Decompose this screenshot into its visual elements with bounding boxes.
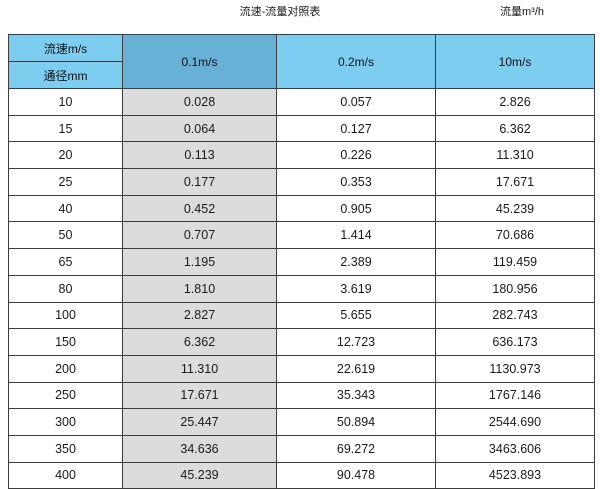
cell-flow-0.2ms: 0.353 <box>276 168 436 196</box>
cell-diameter: 15 <box>8 114 123 143</box>
cell-flow-0.2ms: 12.723 <box>276 328 436 356</box>
table-row: 80 1.810 3.619 180.956 <box>8 274 595 303</box>
column-header-2[interactable]: 10m/s <box>435 34 595 89</box>
cell-flow-0.1ms: 0.452 <box>122 194 277 223</box>
chart-title: 流速-流量对照表 <box>239 6 321 18</box>
cell-diameter: 250 <box>8 381 123 410</box>
cell-flow-0.1ms: 0.113 <box>122 141 277 170</box>
table-header-row-top: 流速m/s 0.1m/s 0.2m/s 10m/s <box>8 34 595 89</box>
table-row: 10 0.028 0.057 2.826 <box>8 88 595 116</box>
flow-unit-label: 流量m³/h <box>500 6 544 18</box>
cell-flow-10ms: 2.826 <box>435 88 595 116</box>
cell-flow-10ms: 6.362 <box>435 114 595 143</box>
cell-flow-10ms: 45.239 <box>435 194 595 223</box>
table-body: 10 0.028 0.057 2.826 15 0.064 0.127 6.362 20 0.11… <box>8 88 595 489</box>
table-row: 40 0.452 0.905 45.239 <box>8 194 595 223</box>
cell-flow-0.2ms: 0.057 <box>276 88 436 116</box>
header-stub-velocity: 流速m/s <box>8 34 123 62</box>
caption-strip: 流速-流量对照表 流量m³/h <box>0 0 600 33</box>
table-row: 250 17.671 35.343 1767.146 <box>8 381 595 410</box>
cell-diameter: 300 <box>8 408 123 436</box>
cell-flow-10ms: 180.956 <box>435 274 595 303</box>
cell-diameter: 200 <box>8 354 123 383</box>
cell-flow-0.1ms: 17.671 <box>122 381 277 410</box>
cell-flow-0.1ms: 0.177 <box>122 168 277 196</box>
cell-flow-10ms: 636.173 <box>435 328 595 356</box>
table-row: 150 6.362 12.723 636.173 <box>8 328 595 356</box>
cell-diameter: 150 <box>8 328 123 356</box>
table-header: 流速m/s 0.1m/s 0.2m/s 10m/s 通径mm <box>8 34 595 89</box>
cell-flow-0.2ms: 22.619 <box>276 354 436 383</box>
cell-flow-0.1ms: 25.447 <box>122 408 277 436</box>
cell-flow-10ms: 17.671 <box>435 168 595 196</box>
cell-flow-0.2ms: 50.894 <box>276 408 436 436</box>
table-row: 25 0.177 0.353 17.671 <box>8 168 595 196</box>
cell-flow-0.2ms: 0.127 <box>276 114 436 143</box>
cell-flow-0.1ms: 0.028 <box>122 88 277 116</box>
cell-diameter: 80 <box>8 274 123 303</box>
cell-flow-10ms: 70.686 <box>435 221 595 250</box>
header-stub-diameter: 通径mm <box>8 61 123 89</box>
cell-flow-0.2ms: 0.905 <box>276 194 436 223</box>
cell-flow-0.1ms: 2.827 <box>122 301 277 330</box>
cell-flow-0.1ms: 1.195 <box>122 248 277 276</box>
cell-flow-0.2ms: 2.389 <box>276 248 436 276</box>
cell-flow-10ms: 2544.690 <box>435 408 595 436</box>
cell-flow-0.2ms: 0.226 <box>276 141 436 170</box>
cell-flow-0.2ms: 90.478 <box>276 461 436 489</box>
cell-flow-10ms: 3463.606 <box>435 434 595 463</box>
cell-diameter: 10 <box>8 88 123 116</box>
cell-diameter: 400 <box>8 461 123 489</box>
column-header-0[interactable]: 0.1m/s <box>122 34 277 89</box>
cell-flow-0.2ms: 69.272 <box>276 434 436 463</box>
flow-velocity-table: 流速m/s 0.1m/s 0.2m/s 10m/s 通径mm 10 0.028 0.… <box>8 34 595 489</box>
cell-flow-0.1ms: 0.064 <box>122 114 277 143</box>
table-row: 350 34.636 69.272 3463.606 <box>8 434 595 463</box>
column-header-1[interactable]: 0.2m/s <box>276 34 436 89</box>
cell-flow-0.2ms: 1.414 <box>276 221 436 250</box>
table-row: 300 25.447 50.894 2544.690 <box>8 408 595 436</box>
cell-flow-0.2ms: 3.619 <box>276 274 436 303</box>
cell-flow-0.2ms: 35.343 <box>276 381 436 410</box>
table-header-row-bottom: 通径mm <box>8 61 595 89</box>
cell-diameter: 25 <box>8 168 123 196</box>
table-row: 15 0.064 0.127 6.362 <box>8 114 595 143</box>
cell-flow-10ms: 282.743 <box>435 301 595 330</box>
cell-flow-0.1ms: 34.636 <box>122 434 277 463</box>
table-row: 100 2.827 5.655 282.743 <box>8 301 595 330</box>
table-row: 65 1.195 2.389 119.459 <box>8 248 595 276</box>
cell-flow-0.2ms: 5.655 <box>276 301 436 330</box>
cell-flow-10ms: 11.310 <box>435 141 595 170</box>
table-row: 50 0.707 1.414 70.686 <box>8 221 595 250</box>
cell-flow-10ms: 1767.146 <box>435 381 595 410</box>
table-row: 20 0.113 0.226 11.310 <box>8 141 595 170</box>
cell-diameter: 65 <box>8 248 123 276</box>
cell-flow-10ms: 4523.893 <box>435 461 595 489</box>
cell-diameter: 20 <box>8 141 123 170</box>
cell-flow-10ms: 119.459 <box>435 248 595 276</box>
cell-flow-0.1ms: 0.707 <box>122 221 277 250</box>
flow-velocity-table-container: 流速m/s 0.1m/s 0.2m/s 10m/s 通径mm 10 0.028 0.… <box>8 34 595 489</box>
cell-flow-0.1ms: 11.310 <box>122 354 277 383</box>
cell-diameter: 40 <box>8 194 123 223</box>
cell-flow-0.1ms: 1.810 <box>122 274 277 303</box>
table-row: 400 45.239 90.478 4523.893 <box>8 461 595 489</box>
cell-flow-10ms: 1130.973 <box>435 354 595 383</box>
cell-diameter: 50 <box>8 221 123 250</box>
cell-flow-0.1ms: 6.362 <box>122 328 277 356</box>
cell-diameter: 100 <box>8 301 123 330</box>
cell-flow-0.1ms: 45.239 <box>122 461 277 489</box>
table-row: 200 11.310 22.619 1130.973 <box>8 354 595 383</box>
cell-diameter: 350 <box>8 434 123 463</box>
